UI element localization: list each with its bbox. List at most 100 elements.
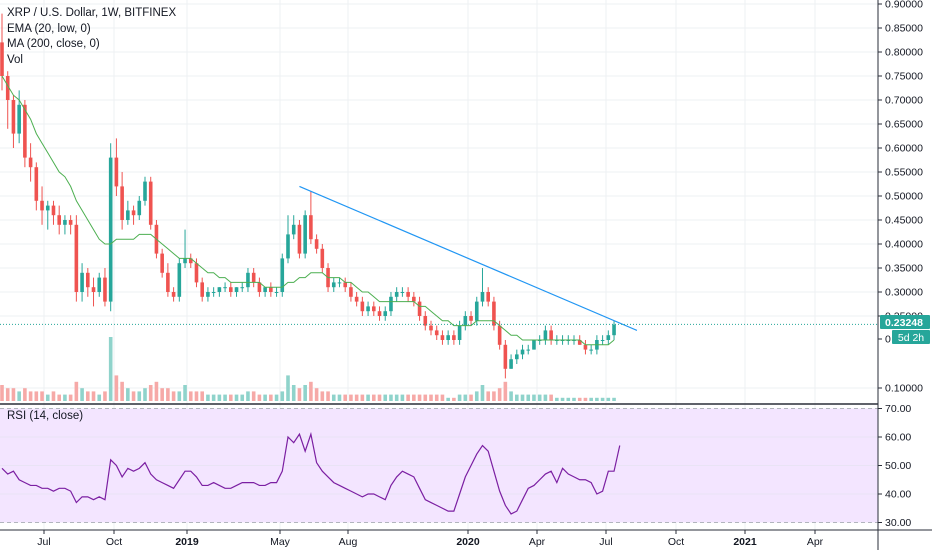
time-tick-label: Aug bbox=[339, 536, 358, 548]
candle-body bbox=[74, 224, 79, 292]
candle-body bbox=[543, 330, 548, 340]
candle-body bbox=[269, 287, 273, 292]
volume-bar bbox=[183, 385, 187, 401]
price-axis[interactable]: 0.90000 0.85000 0.80000 0.75000 0.70000 0.650… bbox=[878, 0, 923, 395]
candle-body bbox=[314, 239, 319, 249]
current-price-value: 0.23248 bbox=[885, 317, 923, 329]
candle-body bbox=[57, 215, 61, 225]
volume-bar bbox=[246, 391, 250, 401]
current-price-label: 0.23248 5d 2h bbox=[880, 315, 930, 344]
volume-bar bbox=[417, 394, 422, 401]
volume-bar bbox=[137, 391, 142, 401]
price-tick-label: 0.80000 bbox=[885, 47, 923, 59]
candle-body bbox=[509, 359, 513, 369]
volume-bar bbox=[188, 391, 193, 401]
price-tick-label: 0.10000 bbox=[885, 383, 923, 395]
candle-body bbox=[177, 263, 182, 297]
volume-bar bbox=[372, 394, 376, 401]
volume-bar bbox=[515, 394, 519, 401]
volume-bar bbox=[423, 394, 428, 401]
candle-body bbox=[606, 335, 611, 340]
volume-bar bbox=[474, 391, 479, 401]
candle-body bbox=[28, 157, 33, 168]
volume-bar bbox=[486, 391, 490, 401]
volume-bar bbox=[274, 394, 279, 401]
candle-body bbox=[360, 301, 365, 312]
candle-body bbox=[188, 258, 193, 264]
volume-bar bbox=[177, 391, 182, 401]
candle-body bbox=[452, 335, 456, 340]
legend-vol[interactable]: Vol bbox=[7, 53, 23, 66]
volume-bar bbox=[326, 391, 330, 401]
candle-body bbox=[463, 316, 468, 326]
time-tick-label: Jul bbox=[37, 536, 50, 548]
volume-bar bbox=[509, 391, 513, 401]
volume-bar bbox=[583, 397, 588, 401]
time-tick-label: Apr bbox=[529, 536, 546, 548]
candle-body bbox=[383, 311, 388, 316]
volume-bar bbox=[251, 391, 256, 401]
volume-bar bbox=[148, 385, 153, 401]
volume-bar bbox=[280, 391, 285, 401]
candle-body bbox=[183, 258, 187, 264]
rsi-legend[interactable]: RSI (14, close) bbox=[7, 410, 84, 422]
candle-body bbox=[389, 296, 393, 312]
rsi-tick-label: 70.00 bbox=[885, 403, 911, 415]
candle-body bbox=[589, 349, 593, 351]
volume-bar bbox=[366, 394, 370, 401]
countdown-value: 5d 2h bbox=[898, 332, 924, 344]
candle-body bbox=[246, 272, 250, 288]
price-tick-label: 0.35000 bbox=[885, 263, 923, 275]
candle-body bbox=[91, 287, 96, 292]
volume-bar bbox=[68, 394, 73, 401]
time-tick-label: Jul bbox=[599, 536, 612, 548]
volume-bar bbox=[143, 388, 147, 401]
candle-body bbox=[206, 292, 210, 297]
time-tick-label: May bbox=[270, 536, 291, 548]
ema-line bbox=[1, 75, 615, 346]
volume-bar bbox=[360, 394, 365, 401]
volume-bar bbox=[126, 388, 130, 401]
candle-body bbox=[354, 296, 359, 302]
candle-body bbox=[526, 349, 531, 351]
candle-body bbox=[23, 104, 27, 158]
volume-bar bbox=[23, 388, 27, 401]
volume-bar bbox=[429, 394, 433, 401]
candle-body bbox=[303, 215, 307, 254]
volume-bar bbox=[5, 388, 10, 401]
candle-body bbox=[103, 277, 107, 302]
candle-body bbox=[429, 325, 433, 331]
rsi-tick-label: 30.00 bbox=[885, 517, 911, 529]
symbol-title[interactable]: XRP / U.S. Dollar, 1W, BITFINEX bbox=[7, 7, 177, 19]
volume-bar bbox=[343, 394, 347, 401]
volume-bar bbox=[131, 391, 136, 401]
volume-bar bbox=[526, 394, 531, 401]
volume-bar bbox=[595, 397, 599, 401]
rsi-axis[interactable]: 70.00 60.00 50.00 40.00 30.00 bbox=[878, 403, 911, 529]
date-axis[interactable]: Jul Oct 2019 May Aug 2020 Apr Jul Oct 2021 Apr bbox=[37, 530, 824, 548]
volume-bar bbox=[520, 394, 525, 401]
volume-bar bbox=[217, 394, 222, 401]
volume-bar bbox=[171, 391, 176, 401]
candle-body bbox=[108, 157, 113, 302]
volume-bar bbox=[549, 394, 553, 401]
trendline[interactable] bbox=[299, 185, 638, 331]
rsi-tick-label: 50.00 bbox=[885, 460, 911, 472]
candle-body bbox=[417, 301, 422, 316]
volume-bar bbox=[309, 381, 313, 401]
volume-bar bbox=[45, 394, 50, 401]
legend-ma[interactable]: MA (200, close, 0) bbox=[7, 38, 100, 50]
candle-body bbox=[469, 316, 473, 321]
legend-ema[interactable]: EMA (20, low, 0) bbox=[7, 22, 91, 35]
candle-body bbox=[0, 42, 4, 76]
candle-body bbox=[497, 325, 502, 345]
candle-body bbox=[131, 210, 136, 216]
volume-bar bbox=[452, 397, 456, 401]
current-price-badge bbox=[880, 315, 930, 329]
volume-bar bbox=[412, 394, 416, 401]
candle-body bbox=[434, 330, 439, 336]
candle-body bbox=[474, 301, 479, 321]
candle-body bbox=[11, 100, 16, 134]
chart-legend[interactable]: XRP / U.S. Dollar, 1W, BITFINEX EMA (20,… bbox=[7, 6, 176, 68]
